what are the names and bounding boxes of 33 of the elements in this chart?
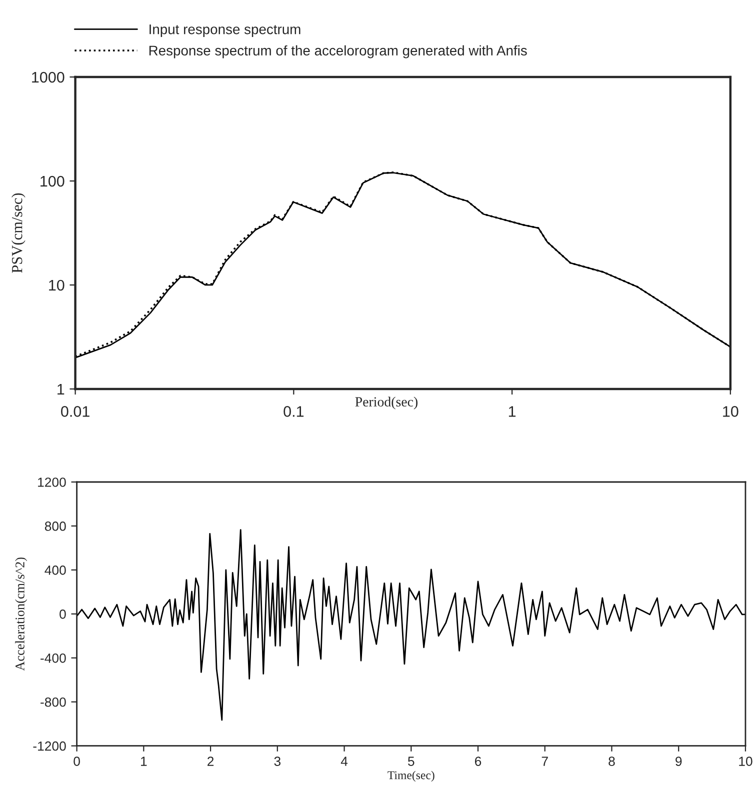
y-tick-label: 0 [60,610,66,619]
y-tick-label: 800 [44,522,66,531]
line-series [76,529,746,721]
x-tick-label: 0.01 [61,406,90,417]
y-axis-title: Acceleration(cm/s^2) [15,558,28,671]
x-tick-label: 5 [408,756,414,766]
x-tick-label: 7 [542,756,548,766]
y-tick-label: 1000 [32,72,64,83]
legend-label: Response spectrum of the accelorogram generated with Anfis [149,45,527,58]
y-tick-label: 10 [49,280,64,291]
x-tick-label: 10 [739,756,752,766]
y-tick-label: 1200 [38,478,66,487]
x-tick-label: 6 [475,756,482,766]
x-tick-label: 8 [608,756,615,766]
x-axis-title: Period(sec) [355,396,418,410]
x-tick-label: 2 [208,756,214,766]
x-tick-label: 1 [141,756,147,766]
x-tick-label: 10 [723,406,738,417]
y-axis-title: PSV(cm/sec) [11,193,26,273]
y-tick-label: -1200 [33,741,66,751]
legend-label: Input response spectrum [150,24,300,37]
y-tick-label: 1 [58,384,64,395]
y-tick-label: -800 [40,697,66,707]
x-axis-title: Time(sec) [388,770,434,782]
x-tick-label: 1 [508,406,516,417]
x-tick-label: 0 [74,756,80,766]
y-tick-label: 100 [40,176,64,187]
x-tick-label: 9 [676,756,682,766]
x-tick-label: 0.1 [284,406,304,417]
x-tick-label: 3 [274,756,280,766]
y-tick-label: 400 [44,566,66,575]
y-tick-label: -400 [40,653,66,663]
x-tick-label: 4 [340,756,348,766]
